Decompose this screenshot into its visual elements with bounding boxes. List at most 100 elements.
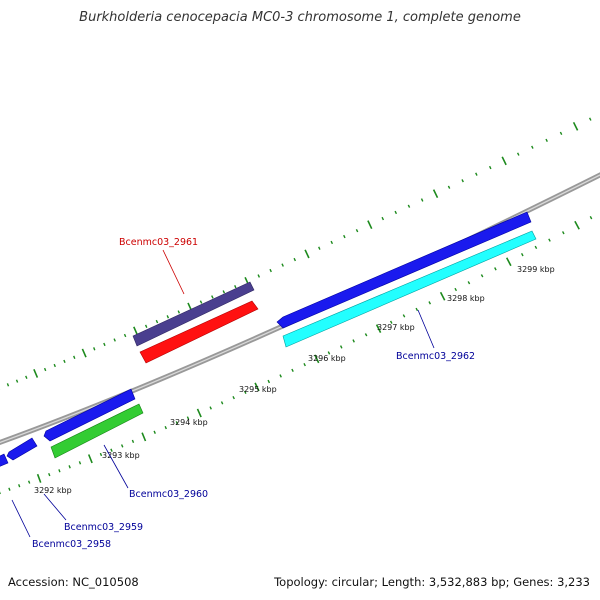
outer-tick-13 — [113, 338, 116, 342]
inner-tick-46 — [520, 252, 524, 257]
scale-label-3298: 3298 kbp — [447, 294, 485, 303]
inner-tick-50 — [574, 220, 580, 230]
outer-tick-3 — [15, 379, 19, 383]
inner-tick-27 — [279, 374, 282, 378]
gene-label-Bcenmc03_2962[interactable]: Bcenmc03_2962 — [396, 351, 475, 362]
chromosome-backbone — [0, 172, 600, 446]
outer-tick-12 — [103, 342, 106, 347]
outer-tick-41 — [447, 185, 451, 189]
outer-tick-29 — [293, 257, 297, 262]
inner-tick-row — [0, 215, 593, 495]
inner-tick-8 — [68, 465, 71, 469]
outer-tick-47 — [531, 145, 534, 149]
outer-tick-39 — [420, 198, 424, 202]
leader-Bcenmc03_2959 — [43, 493, 67, 521]
gene-label-Bcenmc03_2961[interactable]: Bcenmc03_2961 — [119, 237, 198, 248]
inner-tick-31 — [327, 351, 331, 355]
outer-tick-11 — [93, 347, 96, 351]
inner-tick-17 — [164, 425, 167, 430]
inner-tick-15 — [141, 432, 147, 442]
leader-Bcenmc03_2958 — [11, 499, 31, 538]
inner-tick-24 — [243, 390, 247, 395]
outer-tick-9 — [73, 355, 76, 359]
gene-label-Bcenmc03_2960[interactable]: Bcenmc03_2960 — [129, 489, 208, 500]
inner-tick-19 — [186, 416, 190, 420]
inner-tick-45 — [505, 257, 512, 267]
inner-tick-26 — [267, 379, 271, 384]
outer-tick-46 — [516, 152, 520, 156]
outer-tick-49 — [559, 131, 563, 136]
inner-tick-22 — [220, 401, 224, 405]
outer-tick-37 — [394, 210, 398, 215]
outer-tick-27 — [269, 268, 272, 273]
inner-tick-18 — [175, 421, 179, 425]
inner-tick-5 — [36, 473, 42, 483]
chromosome-backbone-highlight — [0, 174, 600, 444]
outer-tick-32 — [330, 240, 334, 245]
inner-tick-51 — [589, 215, 593, 220]
inner-tick-35 — [375, 324, 382, 333]
inner-tick-36 — [389, 320, 393, 324]
leader-Bcenmc03_2962 — [417, 309, 435, 349]
outer-tick-14 — [123, 333, 127, 338]
inner-tick-37 — [402, 314, 406, 318]
outer-tick-17 — [155, 319, 159, 324]
outer-tick-36 — [381, 216, 385, 221]
outer-tick-23 — [222, 290, 226, 294]
inner-tick-48 — [548, 238, 551, 242]
scale-label-3293: 3293 kbp — [102, 451, 140, 460]
inner-tick-11 — [99, 452, 103, 457]
feature-cds-upper-right[interactable] — [276, 211, 532, 329]
inner-tick-2 — [8, 487, 11, 491]
outer-tick-row — [0, 117, 592, 390]
inner-tick-3 — [18, 484, 21, 488]
accession-text: Accession: NC_010508 — [8, 575, 139, 589]
feature-Bcenmc03_2958[interactable] — [0, 453, 9, 468]
outer-tick-8 — [63, 359, 66, 364]
feature-cds-lower[interactable] — [43, 388, 136, 442]
outer-tick-38 — [407, 204, 411, 208]
outer-tick-34 — [355, 228, 359, 233]
outer-tick-4 — [25, 375, 28, 379]
outer-tick-15 — [133, 326, 139, 336]
inner-tick-28 — [291, 368, 294, 373]
inner-tick-44 — [494, 267, 497, 271]
outer-tick-31 — [318, 246, 321, 250]
inner-tick-38 — [415, 307, 419, 312]
outer-tick-30 — [304, 249, 310, 259]
outer-tick-35 — [367, 220, 373, 230]
inner-tick-40 — [439, 291, 446, 301]
outer-tick-16 — [144, 324, 148, 328]
inner-tick-10 — [87, 454, 93, 464]
gene-label-Bcenmc03_2959[interactable]: Bcenmc03_2959 — [64, 522, 143, 533]
outer-tick-7 — [53, 363, 56, 368]
outer-tick-33 — [343, 234, 346, 239]
feature-cog-upper[interactable] — [132, 281, 255, 347]
outer-tick-45 — [501, 156, 507, 166]
outer-tick-26 — [257, 274, 261, 278]
feature-Bcenmc03_2960[interactable] — [50, 403, 144, 459]
outer-tick-2 — [6, 383, 10, 387]
outer-tick-44 — [488, 165, 492, 170]
scale-label-3292: 3292 kbp — [34, 486, 72, 495]
inner-tick-41 — [454, 287, 458, 292]
inner-tick-23 — [232, 395, 235, 400]
feature-Bcenmc03_2961[interactable] — [139, 300, 259, 364]
outer-tick-42 — [461, 179, 464, 183]
feature-Bcenmc03_2962[interactable] — [282, 230, 537, 348]
inner-tick-43 — [480, 274, 484, 278]
outer-tick-5 — [33, 368, 39, 378]
inner-tick-49 — [561, 231, 565, 235]
inner-tick-6 — [48, 472, 51, 477]
feature-Bcenmc03_2959[interactable] — [6, 437, 38, 461]
inner-tick-25 — [254, 382, 260, 392]
genome-summary-text: Topology: circular; Length: 3,532,883 bp… — [274, 575, 590, 589]
inner-tick-47 — [534, 245, 538, 250]
outer-tick-50 — [572, 121, 579, 131]
outer-tick-51 — [588, 117, 592, 121]
inner-tick-30 — [314, 354, 320, 364]
scale-label-3294: 3294 kbp — [170, 418, 208, 427]
inner-tick-39 — [428, 301, 432, 305]
inner-tick-33 — [352, 339, 355, 343]
gene-label-Bcenmc03_2958[interactable]: Bcenmc03_2958 — [32, 539, 111, 550]
